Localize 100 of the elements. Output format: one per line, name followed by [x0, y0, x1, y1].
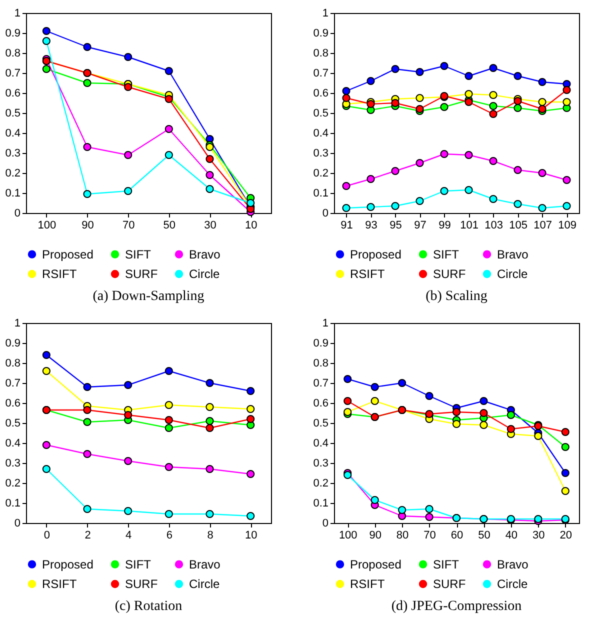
point [246, 470, 255, 478]
legend-label: RSIFT [350, 577, 386, 591]
point [83, 406, 92, 414]
point [562, 176, 571, 184]
x-tick-label: 50 [478, 530, 490, 542]
point [416, 68, 424, 76]
point [164, 424, 173, 432]
point [562, 98, 571, 106]
point [391, 98, 400, 108]
legend-label: Bravo [497, 557, 529, 572]
point [506, 410, 515, 420]
x-tick-label: 40 [505, 530, 518, 542]
legend-label: Proposed [42, 557, 94, 572]
point [42, 350, 50, 360]
x-tick-label: 90 [369, 530, 382, 542]
legend-label: SURF [433, 267, 466, 281]
y-tick-label: 0.7 [313, 68, 328, 80]
point [425, 392, 434, 400]
y-tick-label: 0.4 [5, 128, 20, 140]
x-tick-label: 91 [340, 220, 353, 232]
point [416, 158, 424, 168]
point [562, 86, 571, 94]
point [83, 78, 92, 88]
point [206, 424, 214, 432]
point [391, 64, 400, 74]
x-tick-label: 2 [84, 530, 91, 542]
point [464, 186, 473, 194]
point [480, 408, 488, 418]
y-tick-label: 1 [322, 8, 328, 20]
y-tick-label: 0.2 [5, 168, 20, 180]
point [164, 416, 173, 424]
point [489, 64, 498, 72]
point [514, 72, 522, 80]
y-tick-label: 0 [14, 518, 20, 530]
x-tick-label: 10 [244, 530, 258, 542]
x-tick-label: 10 [244, 220, 258, 232]
point [206, 184, 214, 194]
point [342, 86, 350, 96]
point [164, 462, 173, 472]
y-tick-label: 0.8 [5, 48, 20, 60]
text: (b) Scaling [426, 289, 488, 304]
point [480, 396, 488, 406]
y-tick-label: 0.9 [313, 338, 328, 350]
point [42, 440, 50, 450]
y-tick-label: 0.2 [5, 478, 20, 490]
point [514, 104, 522, 112]
point [83, 382, 92, 392]
legend-label: Bravo [189, 247, 221, 262]
legend-label: Circle [189, 577, 220, 591]
point [83, 142, 92, 152]
point [124, 380, 132, 390]
point [506, 424, 515, 434]
point [83, 504, 92, 514]
point [452, 420, 461, 428]
x-tick-label: 103 [484, 220, 503, 232]
point [344, 396, 352, 406]
point [489, 110, 498, 118]
point [370, 496, 379, 504]
point [342, 182, 350, 190]
point [538, 168, 546, 178]
legend-label: RSIFT [42, 577, 78, 591]
y-tick-label: 0.2 [313, 478, 328, 490]
point [83, 42, 92, 52]
y-tick-label: 0.1 [5, 188, 20, 200]
y-tick-label: 0.3 [313, 148, 328, 160]
point [370, 382, 379, 392]
point [246, 386, 255, 396]
point [344, 374, 352, 384]
point [464, 150, 473, 160]
y-tick-label: 0.4 [5, 438, 20, 450]
legend-label: RSIFT [42, 267, 78, 281]
point [370, 396, 379, 406]
point [561, 442, 570, 452]
point [83, 190, 92, 198]
point [342, 94, 350, 102]
legend-label: Bravo [189, 557, 221, 572]
point [398, 506, 406, 514]
y-tick-label: 0.5 [5, 108, 20, 120]
y-tick-label: 0.4 [313, 128, 328, 140]
y-tick-label: 0.6 [5, 88, 20, 100]
x-tick-label: 8 [207, 530, 214, 542]
point [83, 450, 92, 458]
point [164, 124, 173, 134]
x-tick-label: 100 [338, 530, 358, 542]
y-tick-label: 0.7 [313, 378, 328, 390]
point [246, 414, 255, 424]
x-tick-label: 101 [460, 220, 478, 232]
y-tick-label: 0.1 [313, 498, 328, 510]
point [206, 510, 214, 518]
point [124, 506, 132, 516]
point [440, 150, 448, 158]
x-tick-label: 70 [122, 220, 135, 232]
x-tick-label: 80 [396, 530, 409, 542]
x-tick-label: 97 [414, 220, 426, 232]
point [83, 418, 92, 426]
point [562, 202, 571, 210]
point [480, 420, 488, 430]
point [561, 428, 570, 436]
y-tick-label: 0.6 [313, 398, 328, 410]
point [124, 456, 132, 466]
